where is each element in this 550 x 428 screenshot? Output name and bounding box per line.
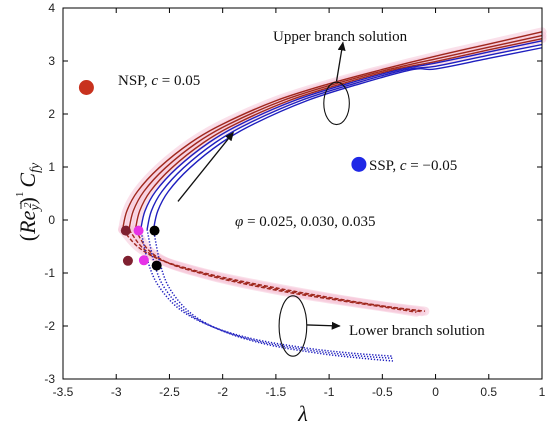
x-tick-label: -3.5 bbox=[53, 385, 74, 399]
ssp-upper-branch-line bbox=[152, 47, 543, 230]
x-tick-label: 0.5 bbox=[480, 385, 497, 399]
nsp-lower-branch-line bbox=[122, 229, 425, 312]
x-tick-label: -3 bbox=[111, 385, 122, 399]
phi-values: = 0.025, 0.030, 0.035 bbox=[243, 214, 375, 230]
y-tick-label: -2 bbox=[44, 319, 55, 333]
ssp-upper-branch-line bbox=[146, 43, 543, 230]
y-label-sub: y bbox=[28, 204, 43, 213]
nsp-lower-branch-line bbox=[128, 229, 422, 313]
annotation-arrow bbox=[177, 131, 234, 202]
ellipse-layer bbox=[278, 81, 350, 357]
y-label-exponent-den: 2 bbox=[22, 202, 34, 208]
nsp-upper-branch-line bbox=[121, 31, 543, 230]
legend-marker bbox=[351, 156, 367, 172]
ssp-label-name: SSP, bbox=[369, 158, 400, 174]
critical-point bbox=[149, 225, 160, 236]
critical-point bbox=[122, 255, 133, 266]
x-tick-label: -1.5 bbox=[266, 385, 287, 399]
x-tick-label: 1 bbox=[539, 385, 546, 399]
ssp-lower-branch-line bbox=[152, 229, 394, 362]
nsp-label-name: NSP, bbox=[118, 73, 151, 89]
y-label-exponent-num: 1 bbox=[14, 192, 26, 198]
branch-ellipse bbox=[278, 295, 308, 357]
x-tick-label: -0.5 bbox=[372, 385, 393, 399]
plot-frame bbox=[62, 7, 543, 380]
y-label-cf: C bbox=[15, 173, 40, 188]
series-layer bbox=[121, 31, 543, 362]
y-tick-label: 1 bbox=[48, 160, 55, 174]
y-tick-label: -1 bbox=[44, 266, 55, 280]
svg-text:(Rey)1Cfy: (Rey)1 Cfy bbox=[14, 162, 43, 241]
y-label-cf-sub: fy bbox=[28, 162, 43, 173]
series-halo bbox=[124, 31, 547, 235]
critical-point bbox=[133, 225, 144, 236]
annotation-arrow bbox=[335, 41, 346, 82]
x-tick-label: 0 bbox=[432, 385, 439, 399]
critical-point bbox=[151, 260, 162, 271]
x-tick-label: -2 bbox=[217, 385, 228, 399]
nsp-label: NSP, c = 0.05 bbox=[118, 73, 200, 89]
branch-ellipse bbox=[323, 81, 350, 126]
nsp-label-value: = 0.05 bbox=[158, 73, 200, 89]
y-tick-label: 2 bbox=[48, 107, 55, 121]
ssp-label: SSP, c = −0.05 bbox=[369, 158, 457, 174]
ssp-label-c: c bbox=[400, 158, 407, 174]
nsp-label-c: c bbox=[151, 73, 158, 89]
ssp-label-value: = −0.05 bbox=[407, 158, 458, 174]
marker-layer bbox=[78, 80, 367, 271]
y-tick-label: 4 bbox=[48, 1, 55, 15]
critical-point bbox=[138, 255, 149, 266]
x-tick-label: -1 bbox=[324, 385, 335, 399]
legend-marker bbox=[78, 80, 94, 95]
critical-point bbox=[120, 225, 131, 236]
nsp-upper-branch-line bbox=[134, 38, 543, 230]
y-tick-label: 0 bbox=[48, 213, 55, 227]
x-axis-label: λ bbox=[297, 401, 308, 426]
y-label-base: Re bbox=[15, 210, 40, 234]
series-halo bbox=[118, 27, 547, 235]
annotation-arrow bbox=[306, 321, 341, 330]
x-tick-label: -2.5 bbox=[159, 385, 180, 399]
y-label-paren-close: ) bbox=[15, 197, 40, 204]
nsp-upper-branch-line bbox=[128, 34, 543, 230]
y-tick-label: 3 bbox=[48, 54, 55, 68]
ssp-lower-branch-line bbox=[146, 229, 394, 360]
phi-label: φ = 0.025, 0.030, 0.035 bbox=[235, 214, 376, 230]
ssp-upper-branch-line bbox=[140, 40, 543, 230]
lower-branch-label: Lower branch solution bbox=[349, 323, 485, 339]
axis-layer bbox=[62, 7, 543, 380]
y-axis-label: (Rey)1 Cfy 2 bbox=[14, 162, 43, 241]
upper-branch-label: Upper branch solution bbox=[273, 29, 408, 45]
nsp-lower-branch-line bbox=[134, 229, 417, 313]
arrow-layer bbox=[177, 41, 346, 330]
y-tick-label: -3 bbox=[44, 372, 55, 386]
y-label-paren-open: ( bbox=[15, 234, 40, 241]
phi-symbol: φ bbox=[235, 214, 243, 230]
